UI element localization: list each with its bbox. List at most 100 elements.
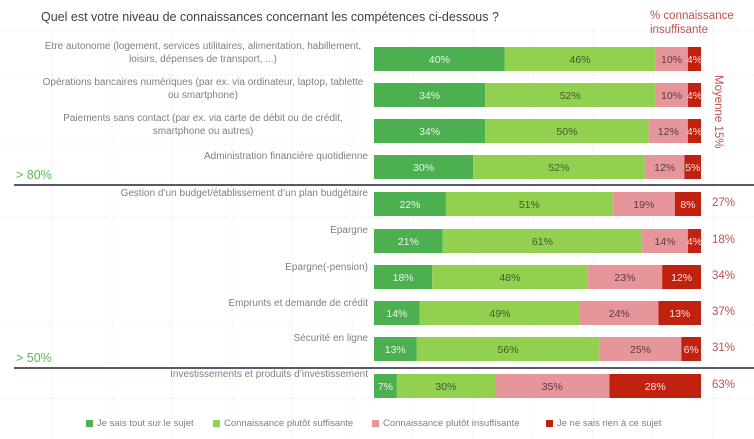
bar-row: 34% 52% 10% 4% <box>374 83 702 107</box>
bar-row: 7% 30% 35% 28% <box>374 374 701 398</box>
data-label: 30% <box>435 381 456 393</box>
bar-row: 22% 51% 19% 8% <box>374 192 701 216</box>
bar-segment <box>374 83 486 107</box>
category-label: Emprunts et demande de crédit <box>228 298 368 309</box>
data-label: 12% <box>654 162 675 174</box>
data-label: 49% <box>489 308 510 320</box>
data-label: 8% <box>680 199 695 211</box>
legend-label: Connaissance plutôt suffisante <box>224 418 354 429</box>
threshold-separator <box>14 367 754 369</box>
legend-item: Je ne sais rien à ce sujet <box>546 418 662 429</box>
bar-row: 13% 56% 25% 6% <box>374 337 701 361</box>
data-label: 12% <box>671 272 692 284</box>
data-label: 6% <box>684 344 699 356</box>
data-label: 34% <box>419 126 440 138</box>
bar-segment <box>658 301 701 325</box>
bar-row: 40% 46% 10% 4% <box>374 47 702 71</box>
data-label: 4% <box>687 126 702 138</box>
data-label: 48% <box>499 272 520 284</box>
data-label: 51% <box>519 199 540 211</box>
data-label: 23% <box>614 272 635 284</box>
data-label: 10% <box>661 90 682 102</box>
data-label: 46% <box>570 54 591 66</box>
bar-segment <box>374 374 397 398</box>
data-label: 50% <box>556 126 577 138</box>
insufficient-total: 27% <box>712 197 736 209</box>
bar-segment <box>609 374 701 398</box>
bar-segment <box>494 374 610 398</box>
bar-segment <box>662 265 701 289</box>
category-label: smartphone ou autres) <box>152 126 254 137</box>
data-label: 40% <box>429 54 450 66</box>
legend-label: Je ne sais rien à ce sujet <box>557 418 662 429</box>
bar-segment <box>374 47 505 71</box>
bar-segment <box>374 119 486 143</box>
category-label: Etre autonome (logement, services utilit… <box>44 41 362 52</box>
legend-swatch <box>213 420 220 427</box>
category-label: Epargne(-pension) <box>285 262 368 273</box>
threshold-label: > 50% <box>16 351 52 365</box>
category-label: Sécurité en ligne <box>293 333 369 344</box>
bar-segment <box>445 192 613 216</box>
data-label: 56% <box>498 344 519 356</box>
data-label: 14% <box>655 236 676 248</box>
data-label: 30% <box>413 162 434 174</box>
data-label: 52% <box>548 162 569 174</box>
bar-segment <box>587 265 663 289</box>
data-label: 18% <box>393 272 414 284</box>
data-label: 24% <box>609 308 630 320</box>
insufficient-total: 63% <box>712 379 736 391</box>
category-label: ou smartphone) <box>167 90 239 101</box>
data-label: 4% <box>687 54 702 66</box>
data-label: 4% <box>687 90 702 102</box>
bar-segment <box>374 265 433 289</box>
bar-segment <box>599 337 682 361</box>
bar-segment <box>687 229 701 253</box>
legend-label: Je sais tout sur le sujet <box>97 418 194 429</box>
legend-swatch <box>86 420 93 427</box>
category-label: Paiements sans contact (par ex. via cart… <box>63 113 343 124</box>
average-label: Moyenne 15% <box>712 75 724 149</box>
bar-segment <box>442 229 643 253</box>
data-label: 13% <box>669 308 690 320</box>
bar-segment <box>374 301 420 325</box>
bar-segment <box>687 119 701 143</box>
category-label: Investissements et produits d’investisse… <box>170 369 368 380</box>
legend-item: Connaissance plutôt suffisante <box>213 418 353 429</box>
data-label: 19% <box>633 199 654 211</box>
bar-segment <box>374 229 443 253</box>
bar-segment <box>504 47 656 71</box>
bar-segment <box>374 155 474 179</box>
bar-segment <box>674 192 701 216</box>
category-label: Gestion d’un budget/établissement d’un p… <box>120 188 368 199</box>
bar-row: 18% 48% 23% 12% <box>374 265 701 289</box>
bar-segment <box>648 119 688 143</box>
insufficient-total: 18% <box>712 234 736 246</box>
insufficient-total: 31% <box>712 342 736 354</box>
legend-swatch <box>372 420 379 427</box>
insufficient-header: % connaissance insuffisante <box>650 10 734 36</box>
data-label: 12% <box>658 126 679 138</box>
category-label: Administration financière quotidienne <box>204 151 368 162</box>
data-label: 34% <box>419 90 440 102</box>
category-label: Opérations bancaires numériques (par ex.… <box>42 77 364 88</box>
bar-segment <box>655 47 688 71</box>
data-label: 10% <box>661 54 682 66</box>
data-label: 61% <box>532 236 553 248</box>
data-label: 14% <box>386 308 407 320</box>
bar-segment <box>580 301 659 325</box>
bar-segment <box>687 47 701 71</box>
bar-segment <box>684 155 701 179</box>
bar-segment <box>396 374 495 398</box>
threshold-label: > 80% <box>16 168 52 182</box>
bar-row: 34% 50% 12% 4% <box>374 119 702 143</box>
bar-segment <box>642 229 688 253</box>
chart-title: Quel est votre niveau de connaissances c… <box>41 10 499 24</box>
data-label: 25% <box>630 344 651 356</box>
data-label: 28% <box>645 381 666 393</box>
bar-segment <box>473 155 645 179</box>
bar-segment <box>416 337 600 361</box>
bar-segment <box>485 119 649 143</box>
